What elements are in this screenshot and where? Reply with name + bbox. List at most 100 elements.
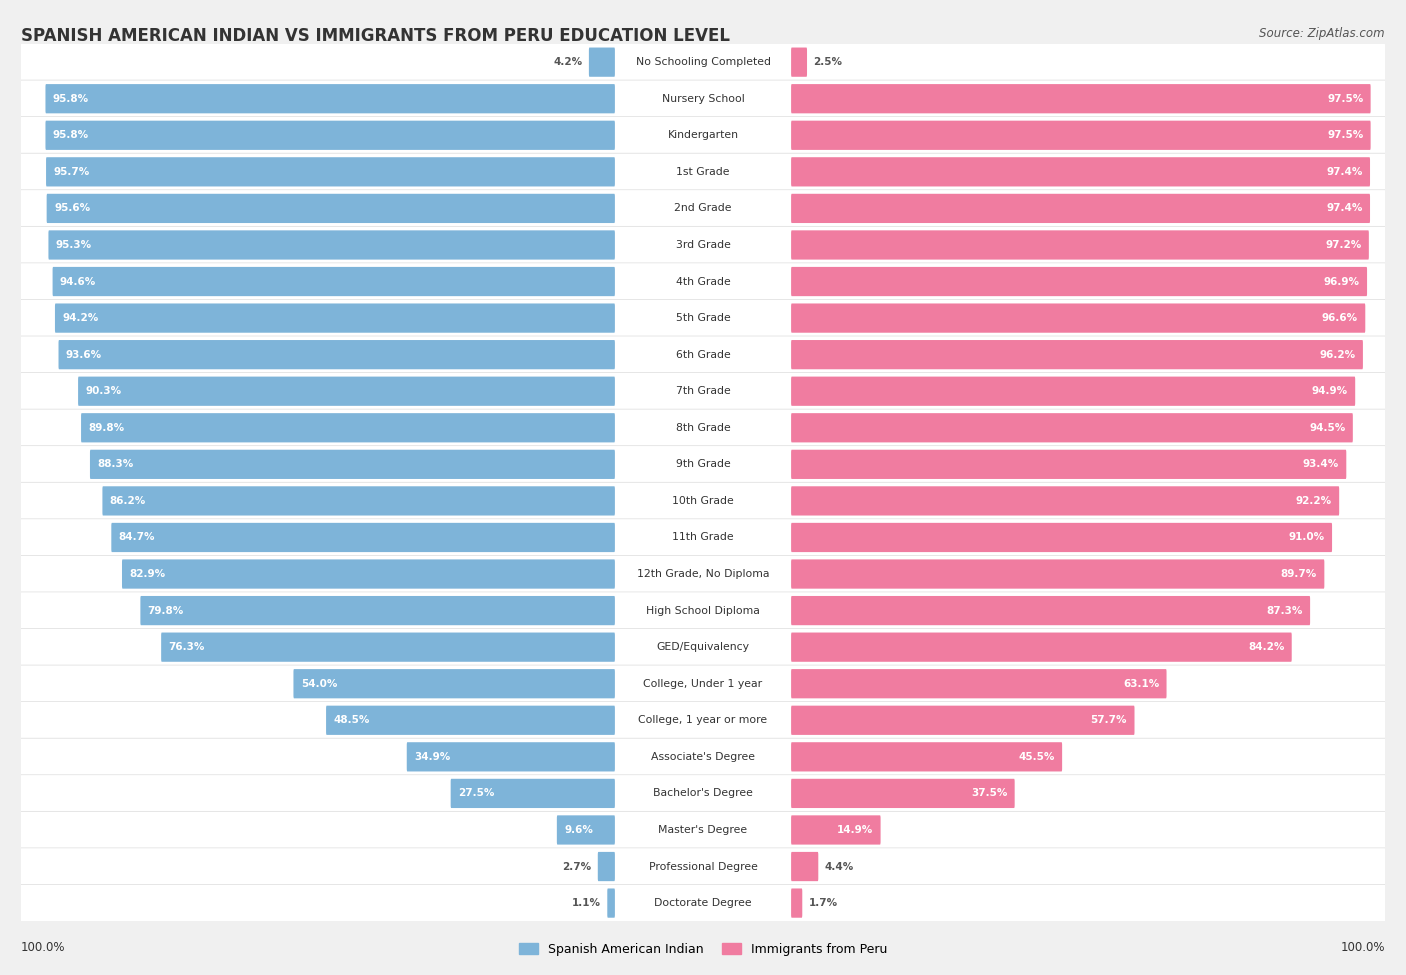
Text: 2.5%: 2.5%: [813, 58, 842, 67]
FancyBboxPatch shape: [20, 80, 1386, 117]
Text: 34.9%: 34.9%: [415, 752, 450, 761]
FancyBboxPatch shape: [20, 775, 1386, 812]
Text: 54.0%: 54.0%: [301, 679, 337, 688]
FancyBboxPatch shape: [792, 669, 1167, 698]
FancyBboxPatch shape: [20, 483, 1386, 520]
FancyBboxPatch shape: [20, 117, 1386, 154]
Text: Professional Degree: Professional Degree: [648, 862, 758, 872]
Text: 14.9%: 14.9%: [837, 825, 873, 835]
Text: 2.7%: 2.7%: [562, 862, 592, 872]
Text: Associate's Degree: Associate's Degree: [651, 752, 755, 761]
FancyBboxPatch shape: [792, 487, 1339, 516]
FancyBboxPatch shape: [48, 230, 614, 259]
FancyBboxPatch shape: [792, 157, 1369, 186]
FancyBboxPatch shape: [792, 560, 1324, 589]
Text: 84.2%: 84.2%: [1249, 643, 1284, 652]
FancyBboxPatch shape: [55, 303, 614, 332]
FancyBboxPatch shape: [20, 446, 1386, 483]
FancyBboxPatch shape: [20, 190, 1386, 227]
FancyBboxPatch shape: [792, 84, 1371, 113]
Text: 10th Grade: 10th Grade: [672, 496, 734, 506]
Text: 4.2%: 4.2%: [554, 58, 582, 67]
Text: 97.4%: 97.4%: [1326, 167, 1362, 176]
FancyBboxPatch shape: [792, 449, 1347, 479]
Text: 88.3%: 88.3%: [97, 459, 134, 469]
Text: 76.3%: 76.3%: [169, 643, 205, 652]
Text: 100.0%: 100.0%: [21, 941, 66, 955]
FancyBboxPatch shape: [20, 884, 1386, 921]
Text: 9.6%: 9.6%: [564, 825, 593, 835]
FancyBboxPatch shape: [90, 449, 614, 479]
FancyBboxPatch shape: [52, 267, 614, 296]
Text: 86.2%: 86.2%: [110, 496, 146, 506]
FancyBboxPatch shape: [792, 230, 1369, 259]
Text: 95.8%: 95.8%: [53, 131, 89, 140]
Text: 97.2%: 97.2%: [1326, 240, 1361, 250]
Text: 63.1%: 63.1%: [1123, 679, 1159, 688]
Text: 95.7%: 95.7%: [53, 167, 90, 176]
Text: Doctorate Degree: Doctorate Degree: [654, 898, 752, 908]
FancyBboxPatch shape: [111, 523, 614, 552]
Text: 8th Grade: 8th Grade: [676, 423, 730, 433]
FancyBboxPatch shape: [20, 519, 1386, 556]
Text: 7th Grade: 7th Grade: [676, 386, 730, 396]
Text: 45.5%: 45.5%: [1018, 752, 1054, 761]
Text: 3rd Grade: 3rd Grade: [675, 240, 731, 250]
FancyBboxPatch shape: [122, 560, 614, 589]
Text: Bachelor's Degree: Bachelor's Degree: [652, 789, 754, 799]
FancyBboxPatch shape: [792, 779, 1015, 808]
Text: 96.6%: 96.6%: [1322, 313, 1358, 323]
FancyBboxPatch shape: [20, 556, 1386, 593]
FancyBboxPatch shape: [46, 194, 614, 223]
Text: 95.6%: 95.6%: [53, 204, 90, 214]
FancyBboxPatch shape: [20, 372, 1386, 409]
FancyBboxPatch shape: [141, 596, 614, 625]
FancyBboxPatch shape: [326, 706, 614, 735]
Text: 37.5%: 37.5%: [972, 789, 1007, 799]
FancyBboxPatch shape: [792, 523, 1331, 552]
FancyBboxPatch shape: [792, 596, 1310, 625]
Text: 91.0%: 91.0%: [1288, 532, 1324, 542]
FancyBboxPatch shape: [20, 44, 1386, 81]
Text: 12th Grade, No Diploma: 12th Grade, No Diploma: [637, 569, 769, 579]
FancyBboxPatch shape: [792, 48, 807, 77]
FancyBboxPatch shape: [79, 376, 614, 406]
Text: Nursery School: Nursery School: [662, 94, 744, 103]
Text: 96.2%: 96.2%: [1319, 350, 1355, 360]
Text: 4.4%: 4.4%: [824, 862, 853, 872]
FancyBboxPatch shape: [607, 888, 614, 917]
FancyBboxPatch shape: [20, 336, 1386, 373]
Text: 94.6%: 94.6%: [60, 277, 96, 287]
Text: GED/Equivalency: GED/Equivalency: [657, 643, 749, 652]
Text: 84.7%: 84.7%: [118, 532, 155, 542]
FancyBboxPatch shape: [20, 153, 1386, 190]
Text: 93.6%: 93.6%: [66, 350, 103, 360]
Text: 89.7%: 89.7%: [1281, 569, 1317, 579]
FancyBboxPatch shape: [792, 888, 803, 917]
Text: 92.2%: 92.2%: [1296, 496, 1331, 506]
Text: 1.7%: 1.7%: [808, 898, 838, 908]
FancyBboxPatch shape: [45, 84, 614, 113]
FancyBboxPatch shape: [20, 702, 1386, 739]
FancyBboxPatch shape: [103, 487, 614, 516]
Text: Kindergarten: Kindergarten: [668, 131, 738, 140]
FancyBboxPatch shape: [792, 815, 880, 844]
FancyBboxPatch shape: [792, 121, 1371, 150]
Text: 87.3%: 87.3%: [1267, 605, 1303, 615]
FancyBboxPatch shape: [792, 303, 1365, 332]
FancyBboxPatch shape: [792, 852, 818, 881]
Text: No Schooling Completed: No Schooling Completed: [636, 58, 770, 67]
FancyBboxPatch shape: [792, 340, 1362, 370]
FancyBboxPatch shape: [598, 852, 614, 881]
Text: 100.0%: 100.0%: [1340, 941, 1385, 955]
Text: Master's Degree: Master's Degree: [658, 825, 748, 835]
FancyBboxPatch shape: [20, 848, 1386, 885]
Text: 27.5%: 27.5%: [458, 789, 495, 799]
Text: 4th Grade: 4th Grade: [676, 277, 730, 287]
FancyBboxPatch shape: [20, 592, 1386, 629]
FancyBboxPatch shape: [20, 410, 1386, 447]
FancyBboxPatch shape: [20, 629, 1386, 666]
FancyBboxPatch shape: [46, 157, 614, 186]
FancyBboxPatch shape: [557, 815, 614, 844]
Text: 95.3%: 95.3%: [56, 240, 91, 250]
